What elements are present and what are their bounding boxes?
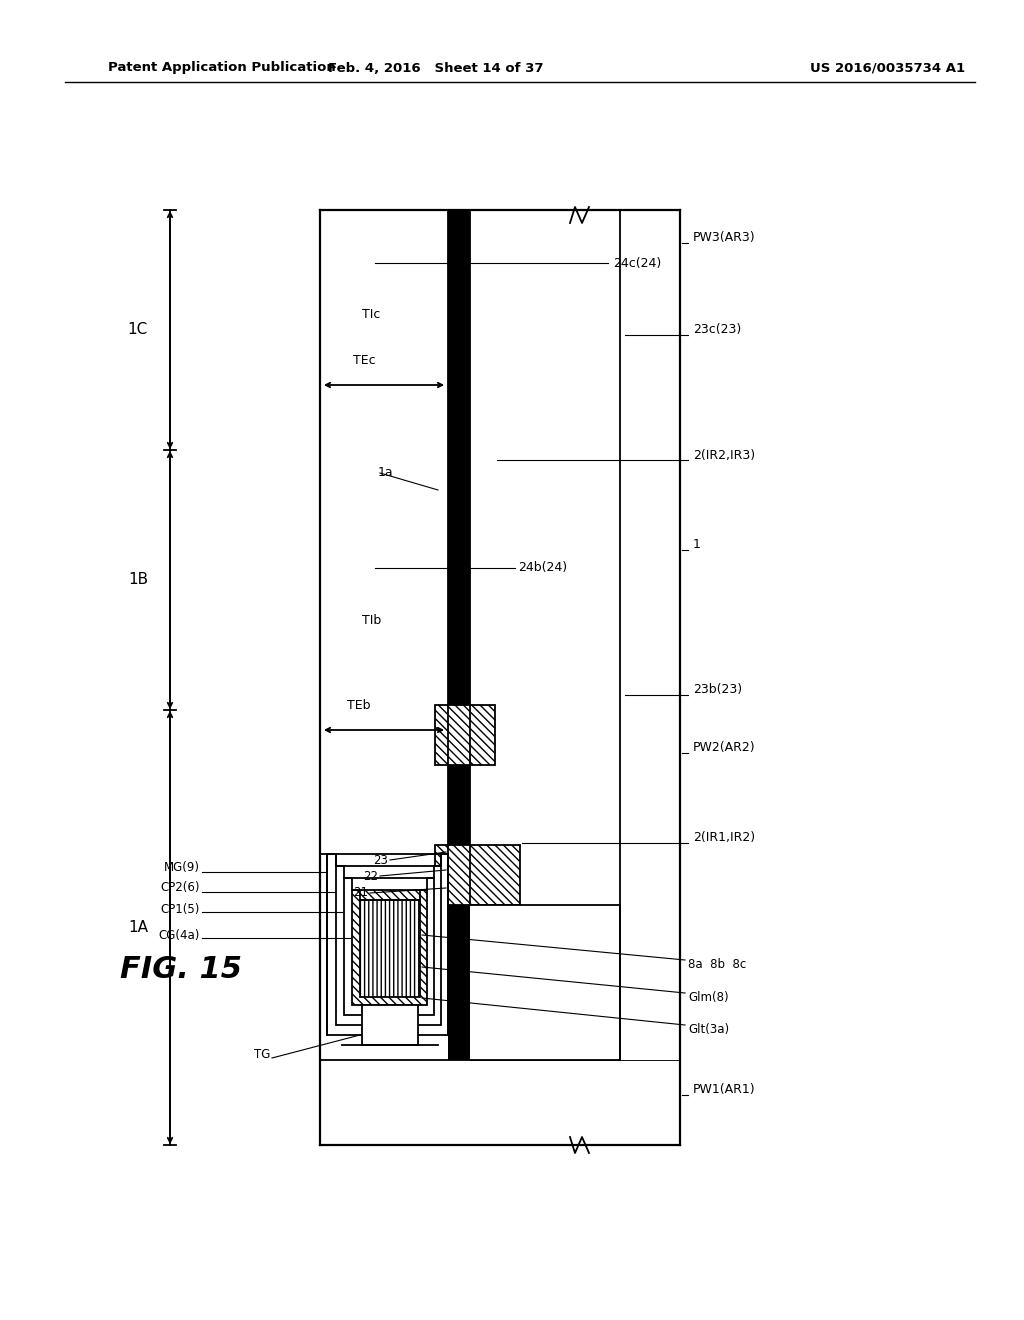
Text: Feb. 4, 2016   Sheet 14 of 37: Feb. 4, 2016 Sheet 14 of 37 [329, 62, 544, 74]
Text: 1B: 1B [128, 573, 148, 587]
Text: 2(IR1,IR2): 2(IR1,IR2) [693, 832, 755, 845]
Bar [470, 210, 620, 906]
Text: 2(IR2,IR3): 2(IR2,IR3) [693, 449, 755, 462]
Bar [336, 866, 441, 1026]
Bar [620, 210, 680, 1060]
Text: 24b(24): 24b(24) [518, 561, 567, 574]
Text: Glt(3a): Glt(3a) [688, 1023, 729, 1036]
Text: CG(4a): CG(4a) [159, 928, 200, 941]
Text: 22: 22 [362, 870, 378, 883]
Text: 8a  8b  8c: 8a 8b 8c [688, 958, 746, 972]
Text: CP1(5): CP1(5) [161, 903, 200, 916]
Text: CP2(6): CP2(6) [161, 882, 200, 895]
Text: TIb: TIb [361, 614, 381, 627]
Bar [449, 210, 470, 1060]
Text: 1: 1 [693, 539, 700, 552]
Bar [470, 906, 620, 1060]
Text: TEc: TEc [353, 354, 376, 367]
Bar [362, 1005, 418, 1045]
Text: 24c(24): 24c(24) [613, 256, 662, 269]
Text: FIG. 15: FIG. 15 [120, 956, 242, 985]
Bar [352, 890, 427, 1005]
Text: Glm(8): Glm(8) [688, 991, 729, 1005]
Text: 1A: 1A [128, 920, 148, 935]
Bar [319, 210, 449, 854]
Text: 21: 21 [353, 887, 368, 899]
Text: PW2(AR2): PW2(AR2) [693, 742, 756, 755]
Bar [319, 1060, 680, 1144]
Bar [435, 845, 520, 906]
Bar [435, 705, 495, 766]
Text: 23c(23): 23c(23) [693, 323, 741, 337]
Text: PW3(AR3): PW3(AR3) [693, 231, 756, 244]
Text: 23: 23 [373, 854, 388, 866]
Text: PW1(AR1): PW1(AR1) [693, 1084, 756, 1097]
Bar [344, 878, 434, 1015]
Text: Patent Application Publication: Patent Application Publication [108, 62, 336, 74]
Polygon shape [327, 854, 449, 1035]
Text: 23b(23): 23b(23) [693, 684, 742, 697]
Text: 1a: 1a [378, 466, 393, 479]
Text: TEb: TEb [347, 700, 370, 711]
Text: 1C: 1C [128, 322, 148, 338]
Text: TG: TG [254, 1048, 270, 1061]
Bar [360, 900, 420, 997]
Text: MG(9): MG(9) [164, 862, 200, 874]
Text: TIc: TIc [362, 309, 380, 322]
Text: US 2016/0035734 A1: US 2016/0035734 A1 [810, 62, 966, 74]
